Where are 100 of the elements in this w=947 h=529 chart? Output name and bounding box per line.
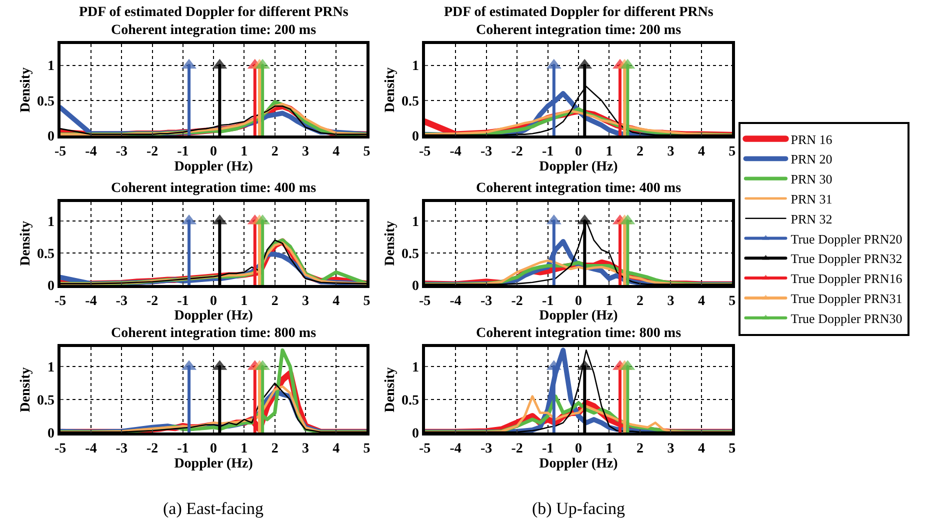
legend-label: PRN 30 [790,172,832,187]
x-tick-label: -1 [542,144,554,160]
y-tick-label: 0 [412,426,420,442]
x-tick-label: -2 [146,294,158,309]
x-tick-label: -3 [480,441,492,456]
x-tick-label: -1 [542,441,554,456]
y-tick-label: 1 [48,214,55,230]
x-tick-label: -3 [116,294,128,309]
x-tick-label: -2 [511,294,523,309]
x-tick-label: -2 [511,144,523,160]
legend-label: True Doppler PRN32 [790,251,902,266]
x-tick-label: 3 [667,144,674,160]
x-tick-label: 5 [728,441,736,456]
x-axis-title: Doppler (Hz) [539,160,618,175]
x-tick-label: 1 [606,144,613,160]
x-tick-label: -3 [116,144,128,160]
x-tick-label: 5 [363,294,370,309]
x-tick-label: 0 [575,441,582,456]
x-tick-label: -1 [177,441,189,456]
legend-label: True Doppler PRN30 [790,310,902,326]
x-tick-label: -4 [85,144,97,160]
legend-label: PRN 31 [790,192,832,207]
x-tick-label: -3 [480,294,492,309]
x-tick-label: -1 [542,294,554,309]
x-tick-label: -2 [146,441,158,456]
chart-subtitle: Coherent integration time: 200 ms [111,23,317,38]
x-tick-label: 0 [210,294,218,309]
x-tick-label: 0 [210,441,218,456]
y-tick-label: 0.5 [402,394,420,409]
x-tick-label: -2 [146,144,158,160]
chart-title: Coherent integration time: 800 ms [111,326,317,341]
y-tick-label: 0.5 [37,394,55,409]
y-tick-label: 0 [48,278,55,294]
x-tick-label: -3 [116,441,128,456]
x-tick-label: -3 [480,144,492,160]
legend-label: PRN 16 [790,132,833,147]
y-tick-label: 1 [412,59,420,74]
x-tick-label: -4 [450,441,462,456]
x-tick-label: 3 [667,294,674,309]
chart-title: Coherent integration time: 400 ms [476,181,682,196]
x-tick-label: 1 [606,441,613,456]
chart-title: PDF of estimated Doppler for different PRNs [444,5,714,20]
legend-label: True Doppler PRN20 [790,231,902,246]
legend-label: True Doppler PRN16 [790,271,903,286]
x-axis-title: Doppler (Hz) [174,456,254,472]
x-tick-label: 5 [728,294,736,309]
x-tick-label: -2 [511,441,523,456]
x-tick-label: 4 [698,294,705,309]
chart-title: Coherent integration time: 400 ms [111,181,317,196]
x-axis-title: Doppler (Hz) [174,160,254,175]
y-tick-label: 0.5 [37,246,55,262]
x-tick-label: -5 [54,294,66,309]
y-tick-label: 0.5 [37,94,55,110]
x-tick-label: 2 [271,294,278,309]
x-tick-label: -4 [85,294,97,309]
x-tick-label: -5 [54,441,66,456]
legend-label: PRN 20 [790,152,832,167]
y-axis-title: Density [383,220,398,266]
x-tick-label: 3 [302,441,309,456]
x-tick-label: 3 [667,441,674,456]
x-tick-label: -4 [85,441,97,456]
y-axis-title: Density [18,367,34,412]
x-tick-label: -5 [419,144,431,160]
y-tick-label: 0 [412,278,420,294]
x-tick-label: 2 [271,144,278,160]
text: (b) Up-facing [532,499,626,518]
x-tick-label: 0 [210,144,218,160]
x-tick-label: 2 [271,441,278,456]
x-tick-label: -4 [450,144,462,160]
x-tick-label: 1 [240,441,248,456]
y-tick-label: 1 [48,59,55,74]
x-tick-label: 3 [302,144,309,160]
x-tick-label: 2 [636,441,644,456]
y-tick-label: 0.5 [402,246,420,262]
x-tick-label: 5 [363,144,370,160]
x-tick-label: 4 [332,294,340,309]
y-axis-title: Density [383,67,398,113]
x-tick-label: -5 [419,294,431,309]
x-tick-label: -5 [54,144,66,160]
x-tick-label: 0 [575,144,582,160]
x-tick-label: 5 [728,144,736,160]
x-tick-label: 0 [575,294,582,309]
x-tick-label: 4 [698,441,705,456]
x-tick-label: 4 [332,441,340,456]
x-tick-label: 2 [636,144,644,160]
x-tick-label: -5 [419,441,431,456]
y-tick-label: 1 [48,360,55,376]
x-tick-label: -1 [177,144,189,160]
y-tick-label: 1 [412,214,420,230]
x-tick-label: -4 [450,294,462,309]
y-tick-label: 0.5 [402,94,420,110]
x-axis-title: Doppler (Hz) [539,456,618,472]
x-tick-label: 1 [240,144,248,160]
legend-label: True Doppler PRN31 [790,291,902,306]
text: (a) East-facing [163,499,264,518]
y-tick-label: 0 [412,130,420,145]
x-axis-title: Doppler (Hz) [174,308,254,324]
y-tick-label: 0 [48,426,55,442]
y-tick-label: 0 [48,130,55,145]
y-axis-title: Density [18,220,34,266]
